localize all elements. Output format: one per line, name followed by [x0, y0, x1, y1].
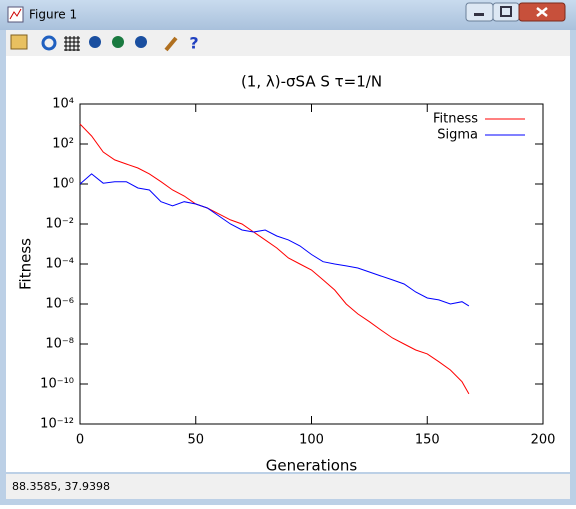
legend-label: Fitness	[433, 112, 478, 127]
grid-icon[interactable]	[64, 36, 80, 51]
close-glyph	[536, 7, 548, 17]
status-text: 88.3585, 37.9398	[12, 480, 110, 493]
settings-icon[interactable]	[164, 36, 178, 52]
maximize-glyph	[500, 6, 512, 17]
y-tick-label: 10⁻¹⁰	[40, 377, 74, 392]
x-tick-label: 100	[299, 433, 324, 448]
x-tick-label: 200	[531, 433, 556, 448]
minimize-button[interactable]	[465, 2, 494, 22]
y-tick-label: 10²	[52, 137, 74, 152]
y-tick-label: 10⁴	[52, 97, 74, 112]
plot-canvas	[6, 56, 570, 472]
zoom-fit-icon[interactable]	[135, 36, 147, 48]
y-tick-label: 10⁰	[52, 177, 74, 192]
open-icon[interactable]	[10, 34, 28, 50]
x-tick-label: 150	[415, 433, 440, 448]
plot-border	[79, 103, 544, 425]
y-axis-label: Fitness	[17, 238, 35, 290]
help-icon[interactable]: ?	[189, 34, 198, 53]
y-tick-label: 10⁻⁴	[45, 257, 74, 272]
x-axis-label: Generations	[266, 457, 358, 475]
legend-label: Sigma	[437, 128, 478, 143]
series-line	[79, 173, 470, 307]
x-tick-label: 0	[76, 433, 84, 448]
y-tick-label: 10⁻⁸	[45, 337, 74, 352]
y-tick-label: 10⁻⁶	[45, 297, 74, 312]
minimize-glyph	[474, 13, 484, 16]
y-tick-label: 10⁻²	[45, 217, 74, 232]
chart-title: (1, λ)-σSA S τ=1/N	[241, 73, 382, 91]
window-title: Figure 1	[29, 8, 77, 22]
series-line	[79, 123, 470, 395]
zoom-out-icon[interactable]	[112, 36, 124, 48]
toolbar-icons: ?	[10, 34, 199, 53]
x-tick-label: 50	[187, 433, 204, 448]
refresh-icon[interactable]	[41, 35, 57, 51]
status-bar	[6, 474, 570, 499]
zoom-in-icon[interactable]	[89, 36, 101, 48]
maximize-button[interactable]	[492, 2, 520, 22]
y-tick-label: 10⁻¹²	[40, 417, 74, 432]
app-icon-glyph	[9, 8, 22, 20]
